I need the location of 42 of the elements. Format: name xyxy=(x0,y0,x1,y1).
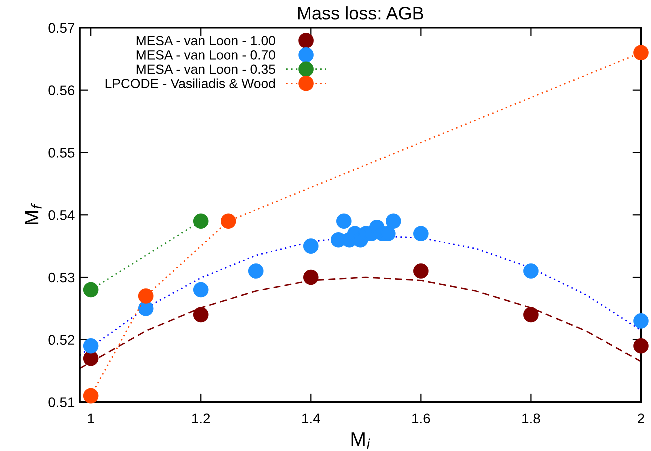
point xyxy=(304,270,319,286)
point xyxy=(83,350,99,366)
point xyxy=(83,282,99,298)
point xyxy=(414,264,429,279)
point xyxy=(193,214,209,230)
x-tick-label: 1.6 xyxy=(412,414,430,424)
x-tick-label: 1.2 xyxy=(192,414,210,424)
point xyxy=(138,301,154,316)
x-tick-label: 1.4 xyxy=(302,414,320,424)
point xyxy=(193,307,209,323)
point xyxy=(386,214,402,230)
point xyxy=(414,226,429,242)
point xyxy=(336,214,352,230)
point xyxy=(634,338,649,354)
legend-label: LPCODE - Vasiliadis & Wood xyxy=(106,78,276,88)
legend-label: MESA - van Loon - 0.35 xyxy=(136,64,276,74)
x-tick-label: 1 xyxy=(88,414,94,424)
y-axis-title: M$_{f}$ xyxy=(25,203,42,224)
y-tick-label: 0.54 xyxy=(48,210,75,220)
x-tick-label: 2 xyxy=(638,414,644,424)
y-tick-label: 0.52 xyxy=(48,335,75,346)
x-tick-label: 1.8 xyxy=(522,414,540,424)
chart-title: Mass loss: AGB xyxy=(298,6,424,20)
y-tick-label: 0.53 xyxy=(48,272,75,283)
point xyxy=(193,282,209,298)
point xyxy=(83,338,99,354)
point xyxy=(634,314,649,329)
point xyxy=(220,214,236,230)
y-tick-label: 0.57 xyxy=(48,23,75,34)
point xyxy=(83,388,99,404)
y-tick-label: 0.56 xyxy=(48,86,75,96)
point xyxy=(304,238,319,254)
point xyxy=(634,45,649,61)
x-axis-title: M$_{i}$ xyxy=(352,432,370,450)
legend-label: MESA - van Loon - 0.70 xyxy=(136,50,276,60)
point xyxy=(248,264,264,279)
legend-label: MESA - van Loon - 1.00 xyxy=(136,36,276,46)
y-tick-label: 0.51 xyxy=(48,398,75,408)
point xyxy=(138,288,154,304)
point xyxy=(524,307,539,323)
y-tick-label: 0.55 xyxy=(48,148,75,158)
point xyxy=(524,264,539,279)
